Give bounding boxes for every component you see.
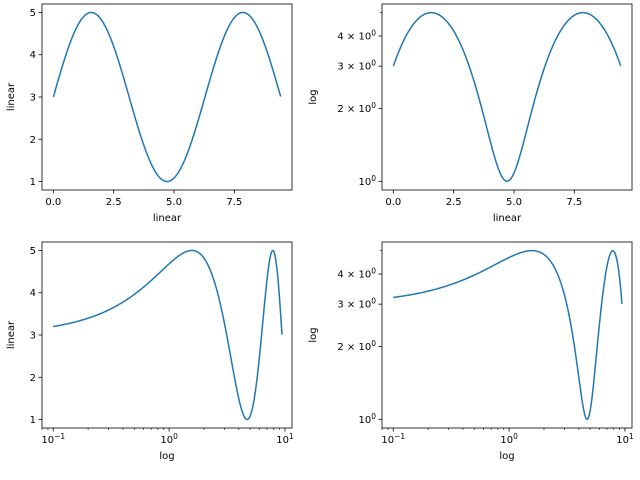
svg-text:100: 100 xyxy=(358,412,376,426)
svg-text:2: 2 xyxy=(30,373,36,384)
svg-text:101: 101 xyxy=(616,432,634,446)
svg-text:1: 1 xyxy=(30,415,36,426)
svg-text:0.0: 0.0 xyxy=(385,197,401,208)
x-axis-label: log xyxy=(499,451,514,462)
svg-text:4 × 100: 4 × 100 xyxy=(337,29,376,43)
svg-text:100: 100 xyxy=(358,174,376,188)
svg-text:5: 5 xyxy=(30,8,36,19)
axes-frame xyxy=(381,3,633,191)
y-axis-label: linear xyxy=(6,82,17,111)
svg-text:5.0: 5.0 xyxy=(166,197,182,208)
svg-text:100: 100 xyxy=(500,432,518,446)
svg-text:3 × 100: 3 × 100 xyxy=(337,297,376,311)
axes-frame xyxy=(381,241,633,429)
svg-text:2 × 100: 2 × 100 xyxy=(337,339,376,353)
series-line xyxy=(392,11,622,183)
svg-text:5.0: 5.0 xyxy=(506,197,522,208)
axes-top-left: 0.0 2.5 5.0 7.5 1 2 3 4 5 linear linear xyxy=(6,3,293,224)
axes-bottom-left: 10−1 100 101 1 2 3 4 5 log linear xyxy=(6,241,294,462)
svg-text:2 × 100: 2 × 100 xyxy=(337,101,376,115)
x-axis-label: log xyxy=(159,451,174,462)
svg-text:101: 101 xyxy=(276,432,294,446)
svg-text:3: 3 xyxy=(30,331,36,342)
y-axis-label: linear xyxy=(6,320,17,349)
x-axis-label: linear xyxy=(493,213,522,224)
svg-text:4: 4 xyxy=(30,50,36,61)
y-axis-label: log xyxy=(308,89,319,104)
svg-text:3: 3 xyxy=(30,93,36,104)
svg-text:1: 1 xyxy=(30,177,36,188)
y-axis-label: log xyxy=(308,327,319,342)
svg-text:2.5: 2.5 xyxy=(106,197,122,208)
svg-text:4: 4 xyxy=(30,288,36,299)
series-line xyxy=(52,11,282,183)
svg-text:0.0: 0.0 xyxy=(45,197,61,208)
svg-text:7.5: 7.5 xyxy=(226,197,242,208)
svg-text:2: 2 xyxy=(30,135,36,146)
svg-text:4 × 100: 4 × 100 xyxy=(337,267,376,281)
svg-text:100: 100 xyxy=(160,432,178,446)
svg-text:10−1: 10−1 xyxy=(41,432,65,446)
series-line xyxy=(53,249,283,421)
svg-text:10−1: 10−1 xyxy=(381,432,405,446)
svg-text:5: 5 xyxy=(30,246,36,257)
svg-text:2.5: 2.5 xyxy=(446,197,462,208)
axes-bottom-right: 10−1 100 101 100 2 × 100 3 × 100 4 × 100 log log xyxy=(308,241,634,462)
series-line xyxy=(393,249,623,421)
svg-text:7.5: 7.5 xyxy=(566,197,582,208)
x-axis-label: linear xyxy=(153,213,182,224)
svg-text:3 × 100: 3 × 100 xyxy=(337,59,376,73)
axes-top-right: 0.0 2.5 5.0 7.5 100 2 × 100 3 × 100 4 × 100 line… xyxy=(308,3,633,224)
